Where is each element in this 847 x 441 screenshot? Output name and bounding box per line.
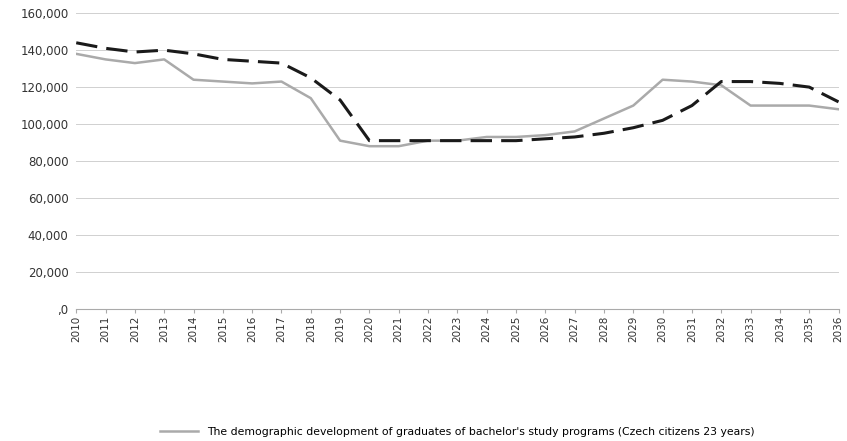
The demographic development of graduates of master's study programs (Czech citizens 25 years) — [775, 81, 785, 86]
The demographic development of graduates of master's study programs (Czech citizens 25 years) — [71, 40, 81, 45]
The demographic development of graduates of bachelor's study programs (Czech citizens 23 years) — [569, 129, 579, 134]
The demographic development of graduates of bachelor's study programs (Czech citizens 23 years) — [335, 138, 346, 143]
The demographic development of graduates of master's study programs (Czech citizens 25 years) — [306, 75, 316, 81]
Line: The demographic development of graduates of bachelor's study programs (Czech citizens 23 years): The demographic development of graduates… — [76, 54, 839, 146]
The demographic development of graduates of bachelor's study programs (Czech citizens 23 years) — [101, 57, 111, 62]
The demographic development of graduates of master's study programs (Czech citizens 25 years) — [101, 46, 111, 51]
The demographic development of graduates of master's study programs (Czech citizens 25 years) — [276, 60, 286, 66]
The demographic development of graduates of master's study programs (Czech citizens 25 years) — [188, 51, 198, 56]
The demographic development of graduates of master's study programs (Czech citizens 25 years) — [452, 138, 462, 143]
The demographic development of graduates of bachelor's study programs (Czech citizens 23 years) — [247, 81, 257, 86]
The demographic development of graduates of bachelor's study programs (Czech citizens 23 years) — [159, 57, 169, 62]
The demographic development of graduates of master's study programs (Czech citizens 25 years) — [159, 48, 169, 53]
Line: The demographic development of graduates of master's study programs (Czech citizens 25 years): The demographic development of graduates… — [76, 43, 839, 141]
The demographic development of graduates of bachelor's study programs (Czech citizens 23 years) — [71, 51, 81, 56]
The demographic development of graduates of bachelor's study programs (Czech citizens 23 years) — [628, 103, 639, 108]
The demographic development of graduates of bachelor's study programs (Czech citizens 23 years) — [599, 116, 609, 121]
The demographic development of graduates of bachelor's study programs (Czech citizens 23 years) — [130, 60, 140, 66]
The demographic development of graduates of master's study programs (Czech citizens 25 years) — [364, 138, 374, 143]
The demographic development of graduates of bachelor's study programs (Czech citizens 23 years) — [188, 77, 198, 82]
The demographic development of graduates of bachelor's study programs (Czech citizens 23 years) — [745, 103, 756, 108]
The demographic development of graduates of bachelor's study programs (Czech citizens 23 years) — [423, 138, 433, 143]
The demographic development of graduates of bachelor's study programs (Czech citizens 23 years) — [717, 82, 727, 88]
The demographic development of graduates of bachelor's study programs (Czech citizens 23 years) — [306, 96, 316, 101]
The demographic development of graduates of bachelor's study programs (Czech citizens 23 years) — [482, 135, 492, 140]
The demographic development of graduates of master's study programs (Czech citizens 25 years) — [394, 138, 404, 143]
The demographic development of graduates of master's study programs (Czech citizens 25 years) — [804, 85, 814, 90]
The demographic development of graduates of master's study programs (Czech citizens 25 years) — [540, 136, 551, 142]
The demographic development of graduates of bachelor's study programs (Czech citizens 23 years) — [775, 103, 785, 108]
The demographic development of graduates of bachelor's study programs (Czech citizens 23 years) — [540, 132, 551, 138]
The demographic development of graduates of master's study programs (Czech citizens 25 years) — [657, 118, 667, 123]
The demographic development of graduates of master's study programs (Czech citizens 25 years) — [599, 131, 609, 136]
The demographic development of graduates of master's study programs (Czech citizens 25 years) — [247, 59, 257, 64]
The demographic development of graduates of master's study programs (Czech citizens 25 years) — [511, 138, 521, 143]
The demographic development of graduates of bachelor's study programs (Czech citizens 23 years) — [364, 144, 374, 149]
The demographic development of graduates of bachelor's study programs (Czech citizens 23 years) — [687, 79, 697, 84]
The demographic development of graduates of master's study programs (Czech citizens 25 years) — [218, 57, 228, 62]
The demographic development of graduates of master's study programs (Czech citizens 25 years) — [335, 97, 346, 103]
The demographic development of graduates of bachelor's study programs (Czech citizens 23 years) — [511, 135, 521, 140]
The demographic development of graduates of bachelor's study programs (Czech citizens 23 years) — [804, 103, 814, 108]
The demographic development of graduates of master's study programs (Czech citizens 25 years) — [717, 79, 727, 84]
The demographic development of graduates of bachelor's study programs (Czech citizens 23 years) — [657, 77, 667, 82]
The demographic development of graduates of master's study programs (Czech citizens 25 years) — [628, 125, 639, 131]
The demographic development of graduates of bachelor's study programs (Czech citizens 23 years) — [452, 138, 462, 143]
The demographic development of graduates of master's study programs (Czech citizens 25 years) — [833, 99, 844, 105]
The demographic development of graduates of master's study programs (Czech citizens 25 years) — [569, 135, 579, 140]
The demographic development of graduates of master's study programs (Czech citizens 25 years) — [423, 138, 433, 143]
The demographic development of graduates of master's study programs (Czech citizens 25 years) — [482, 138, 492, 143]
The demographic development of graduates of bachelor's study programs (Czech citizens 23 years) — [394, 144, 404, 149]
The demographic development of graduates of bachelor's study programs (Czech citizens 23 years) — [218, 79, 228, 84]
The demographic development of graduates of master's study programs (Czech citizens 25 years) — [130, 49, 140, 55]
The demographic development of graduates of master's study programs (Czech citizens 25 years) — [687, 103, 697, 108]
Legend: The demographic development of graduates of bachelor's study programs (Czech cit: The demographic development of graduates… — [160, 426, 755, 441]
The demographic development of graduates of bachelor's study programs (Czech citizens 23 years) — [276, 79, 286, 84]
The demographic development of graduates of master's study programs (Czech citizens 25 years) — [745, 79, 756, 84]
The demographic development of graduates of bachelor's study programs (Czech citizens 23 years) — [833, 107, 844, 112]
